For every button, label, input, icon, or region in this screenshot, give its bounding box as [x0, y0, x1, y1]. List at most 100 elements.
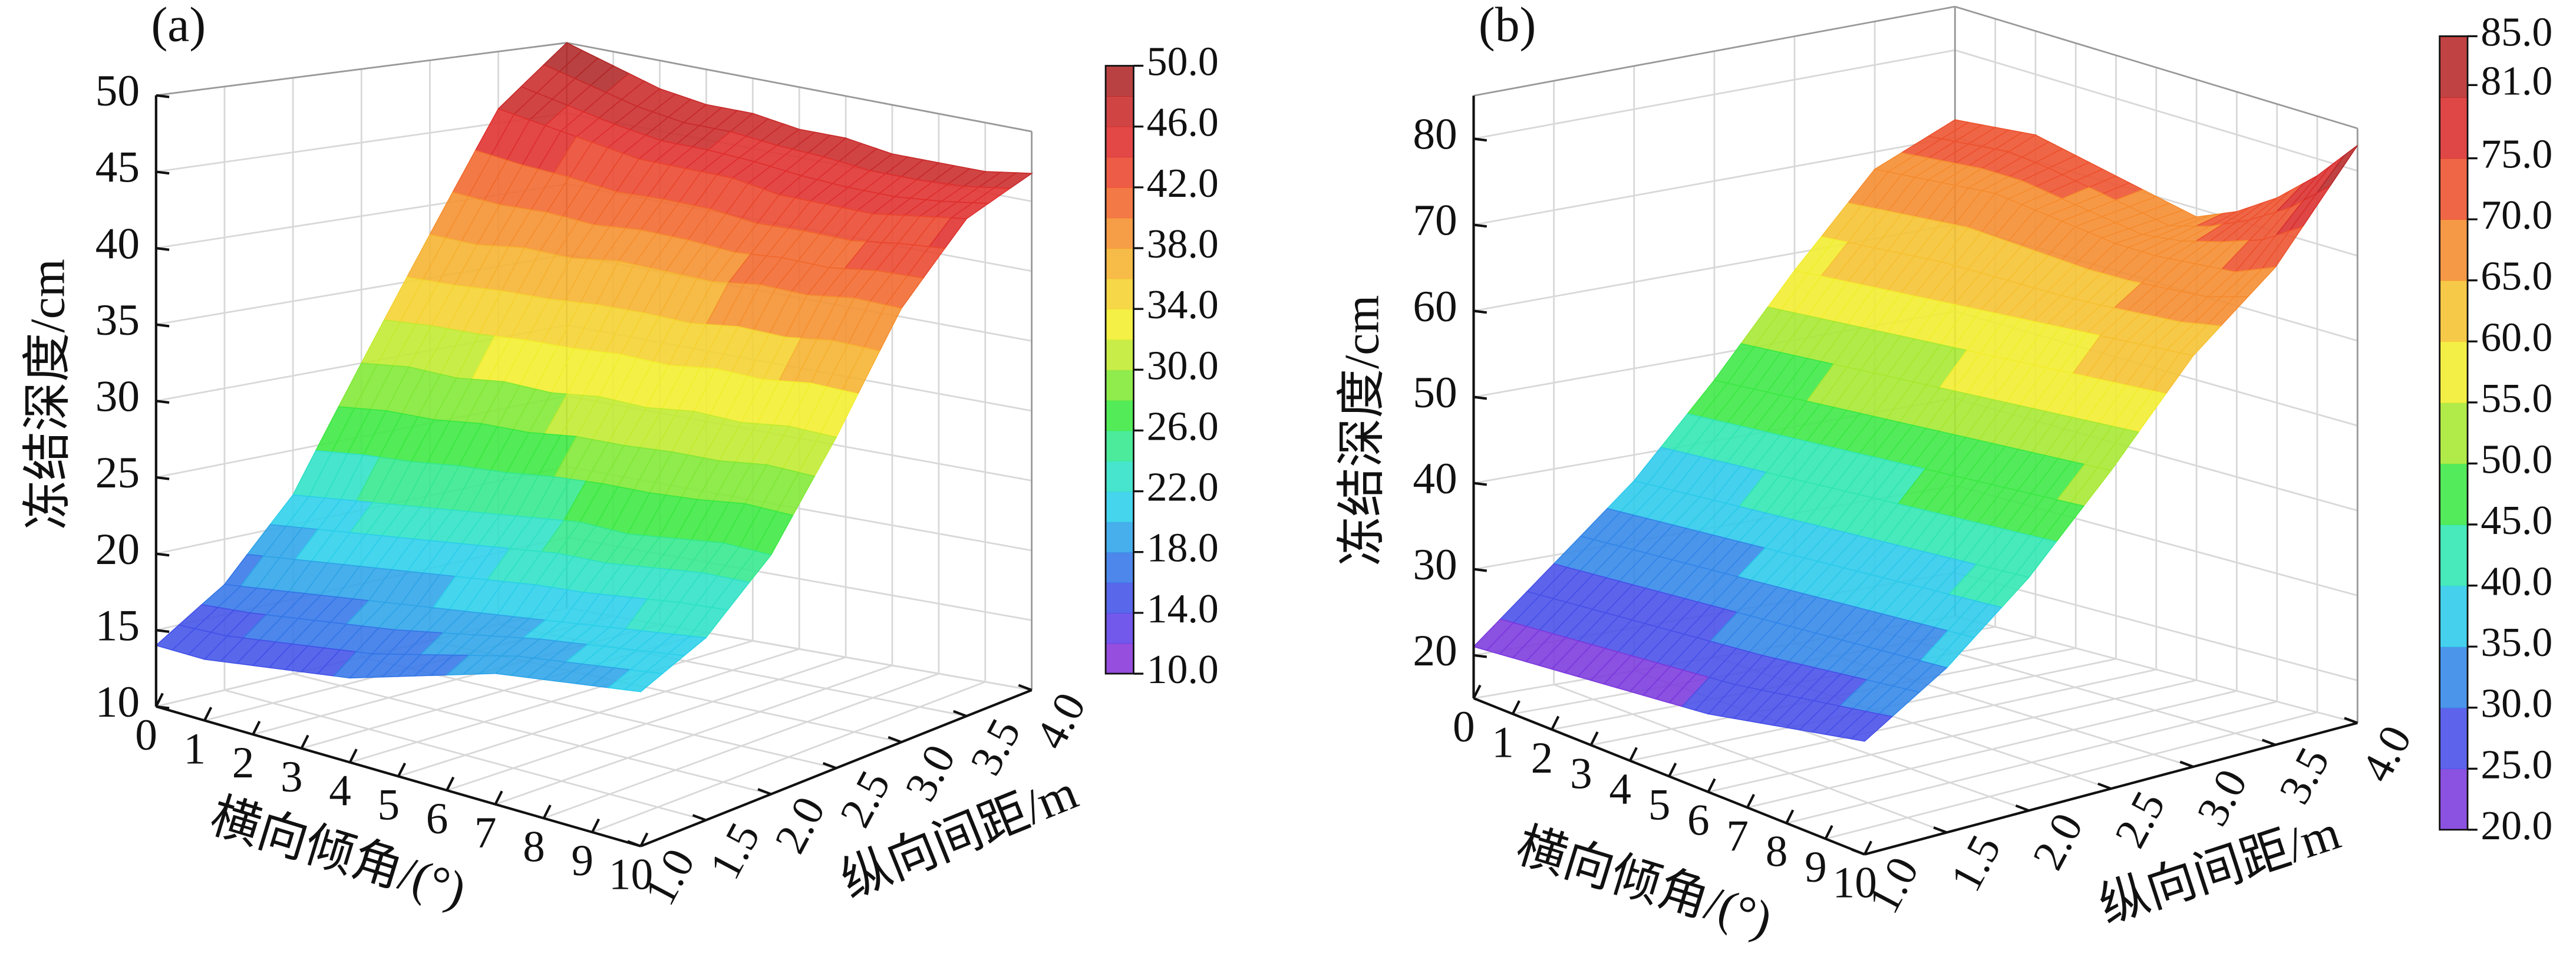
colorbar-tick-label: 18.0: [1147, 526, 1219, 571]
z-tick-label: 70: [1413, 196, 1457, 245]
colorbar-tick-label: 42.0: [1147, 161, 1219, 206]
z-tick-label: 20: [95, 525, 140, 574]
z-tick-label: 30: [95, 372, 140, 421]
colorbar-band: [2439, 402, 2468, 464]
z-tick: [1473, 309, 1487, 314]
x-tick: [348, 748, 358, 763]
y-tick: [953, 710, 967, 717]
colorbar-band: [1106, 278, 1134, 309]
x-tick: [1668, 763, 1677, 777]
colorbar-band: [1106, 217, 1134, 249]
box-edge: [566, 42, 1032, 133]
z-tick: [1473, 223, 1487, 228]
colorbar-tick-label: 26.0: [1147, 404, 1219, 449]
colorbar-tick-label: 30.0: [2481, 681, 2552, 727]
colorbar-band: [1106, 491, 1134, 522]
colorbar-tick-label: 70.0: [2481, 193, 2552, 238]
x-tick-label: 3: [281, 753, 303, 802]
colorbar-band: [1106, 309, 1134, 340]
box-edge: [1954, 5, 2358, 130]
colorbar-tick-label: 46.0: [1147, 100, 1219, 146]
colorbar-band: [1106, 187, 1134, 219]
colorbar-band: [2439, 36, 2468, 98]
colorbar-band: [2439, 769, 2468, 830]
colorbar-band: [1106, 400, 1134, 431]
grid-line: [1553, 684, 1947, 833]
x-tick-label: 5: [1648, 780, 1671, 829]
z-tick: [1473, 654, 1487, 658]
colorbar-tick-label: 34.0: [1147, 282, 1219, 328]
colorbar-tick-label: 50.0: [2481, 437, 2552, 482]
colorbar-band: [1106, 126, 1134, 158]
z-tick: [156, 476, 170, 480]
y-tick: [1018, 684, 1033, 691]
colorbar-tick-label: 65.0: [2481, 254, 2552, 299]
colorbar-band: [2439, 97, 2468, 159]
x-tick-label: 7: [1726, 812, 1749, 860]
x-tick-label: 2: [1531, 734, 1553, 783]
y-tick: [1851, 848, 1865, 856]
y-tick: [822, 761, 837, 770]
colorbar-band: [1106, 65, 1134, 97]
grid-line: [361, 656, 837, 769]
colorbar-frame: [2439, 35, 2469, 831]
colorbar-tick-label: 14.0: [1147, 586, 1219, 632]
x-tick: [1746, 793, 1755, 809]
colorbar-tick-label: 75.0: [2481, 132, 2552, 177]
x-tick-label: 0: [1453, 703, 1475, 751]
x-tick: [591, 818, 600, 833]
z-tick: [156, 552, 170, 557]
colorbar-band: [1106, 157, 1134, 188]
z-tick-label: 10: [95, 678, 140, 727]
x-tick: [1707, 778, 1716, 793]
colorbar-tick-label: 30.0: [1147, 343, 1219, 388]
colorbar-band: [1106, 248, 1134, 279]
y-tick: [757, 788, 772, 796]
x-tick-label: 1: [184, 724, 206, 773]
box-edge: [156, 42, 567, 97]
z-tick-label: 25: [95, 449, 140, 497]
x-axis: [1473, 697, 1865, 856]
x-tick-label: 8: [1766, 827, 1788, 876]
x-tick: [1863, 840, 1872, 855]
x-tick: [397, 763, 407, 777]
x-tick-label: 3: [1570, 749, 1592, 798]
colorbar-tick-label: 60.0: [2481, 315, 2552, 360]
y-tick: [2015, 804, 2030, 812]
colorbar-band: [1106, 96, 1134, 127]
z-axis-title: 冻结深度/cm: [1334, 295, 1389, 566]
x-tick-label: 6: [1687, 796, 1710, 845]
colorbar-tick-label: 40.0: [2481, 559, 2552, 605]
z-tick: [156, 400, 170, 404]
colorbar-tick-label: 20.0: [2481, 803, 2552, 849]
x-tick: [1589, 731, 1599, 746]
x-tick: [1511, 700, 1520, 715]
colorbar-tick-label: 81.0: [2481, 58, 2552, 104]
z-tick: [1473, 395, 1487, 400]
colorbar-tick-label: 10.0: [1147, 647, 1219, 693]
x-tick: [446, 776, 455, 791]
z-tick-label: 40: [95, 219, 140, 268]
x-tick-label: 10: [609, 850, 653, 899]
z-tick: [156, 629, 170, 634]
x-tick: [494, 790, 503, 805]
x-tick: [1629, 747, 1638, 761]
box-edge: [1473, 5, 1955, 97]
colorbar-band: [2439, 585, 2468, 647]
colorbar-band: [2439, 524, 2468, 586]
x-tick-label: 1: [1492, 718, 1514, 767]
colorbar-band: [2439, 463, 2468, 525]
colorbar-band: [1106, 552, 1134, 583]
x-tick: [252, 720, 261, 736]
z-tick-label: 30: [1413, 540, 1457, 589]
colorbar-band: [1106, 339, 1134, 371]
colorbar-tick-label: 55.0: [2481, 376, 2552, 421]
grid-line: [292, 672, 771, 795]
colorbar-band: [1106, 582, 1134, 614]
surface-patch: [1851, 713, 1894, 742]
x-tick-label: 5: [377, 780, 400, 829]
z-tick-label: 45: [95, 143, 140, 192]
x-tick: [639, 832, 649, 847]
